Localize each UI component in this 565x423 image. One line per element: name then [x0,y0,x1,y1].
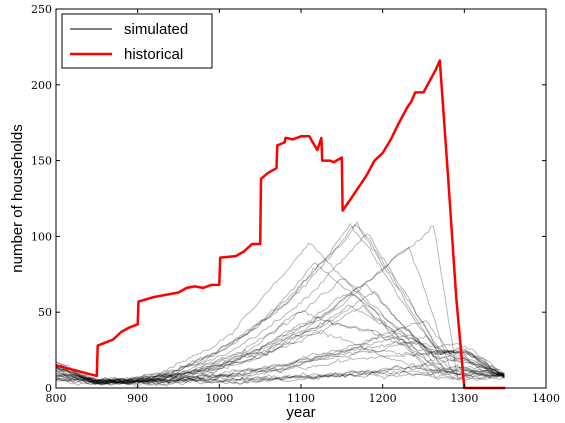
x-axis-label: year [286,404,315,421]
x-tick-label: 1300 [450,392,478,405]
simulated-series-line [55,365,505,385]
y-tick-label: 100 [31,230,52,243]
y-tick-label: 200 [31,79,52,92]
simulated-series-line [55,292,505,384]
simulated-series-line [55,242,505,385]
simulated-series-line [55,367,505,385]
simulated-series-line [55,346,505,385]
simulated-series-line [55,331,505,386]
simulated-series-line [55,326,505,388]
y-tick-label: 150 [31,155,52,168]
simulated-series-line [55,283,505,384]
y-tick-label: 50 [38,306,52,319]
x-tick-label: 1000 [205,392,233,405]
simulated-series-line [55,350,505,386]
simulated-series-line [55,224,505,384]
simulated-series-line [55,290,505,385]
simulated-series-line [55,320,505,386]
legend: simulated historical [61,13,213,69]
simulated-series-line [55,304,505,385]
simulated-series-line [55,341,505,384]
simulated-series-line [55,364,505,386]
y-axis-label: number of households [9,124,26,272]
x-tick-label: 900 [127,392,148,405]
legend-box [61,13,213,69]
simulated-series-line [55,354,505,387]
simulated-series-line [55,365,505,384]
simulated-series-line [55,357,505,386]
y-tick-label: 250 [31,3,52,16]
x-tick-label: 1100 [287,392,315,405]
ticks-group: 800 900 1000 1100 1200 1300 1400 0 50 100 150 200 25… [31,3,560,405]
simulated-series-line [55,225,505,386]
legend-label-historical: historical [124,46,183,63]
y-tick-label: 0 [45,382,52,395]
simulated-series-line [55,304,505,385]
simulated-series-line [55,221,505,384]
simulated-series-line [55,222,505,384]
simulated-series-line [55,233,505,387]
x-tick-label: 1400 [532,392,560,405]
simulated-series-line [55,278,505,385]
simulated-series-line [55,334,505,385]
simulated-series-line [55,262,505,386]
historical-series-line [55,59,506,390]
x-tick-label: 800 [46,392,67,405]
simulated-series-line [55,310,505,385]
x-tick-label: 1200 [369,392,397,405]
simulated-series-line [55,246,505,385]
historical-series-group [55,59,506,390]
simulated-series-line [55,334,505,386]
simulated-series-line [55,320,505,384]
simulated-series-group [55,221,505,388]
legend-label-simulated: simulated [124,21,188,38]
